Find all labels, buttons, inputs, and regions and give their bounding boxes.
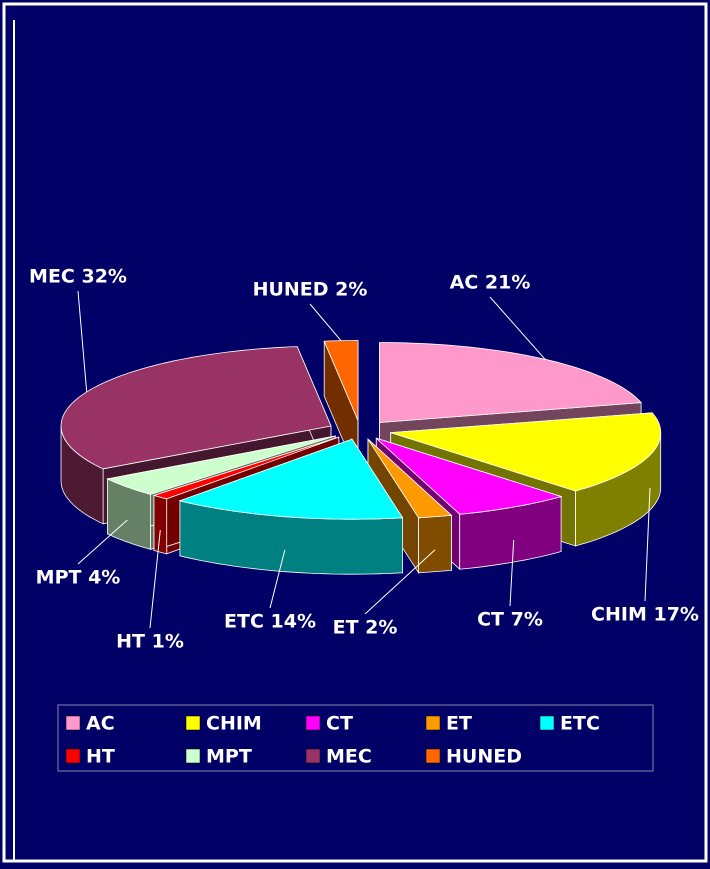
legend-swatch	[65, 715, 81, 731]
leader-line	[269, 549, 286, 609]
legend-label: MPT	[206, 746, 252, 768]
legend-label: ETC	[560, 713, 600, 735]
leader-line	[644, 487, 651, 602]
legend-label: MEC	[326, 746, 372, 768]
data-label: ET 2%	[333, 617, 398, 639]
slice	[376, 437, 563, 515]
slice	[367, 438, 453, 519]
legend-box	[57, 704, 654, 772]
legend-swatch	[185, 748, 201, 764]
slice	[390, 412, 662, 492]
legend-swatch	[539, 715, 555, 731]
legend-label: AC	[86, 713, 115, 735]
leader-line	[509, 539, 515, 607]
data-label: HUNED 2%	[253, 279, 368, 301]
data-label: AC 21%	[450, 272, 531, 294]
data-label: HT 1%	[116, 631, 184, 653]
slice	[106, 435, 336, 495]
leader-line	[364, 549, 436, 615]
legend-swatch	[185, 715, 201, 731]
legend-label: ET	[446, 713, 472, 735]
slice	[178, 438, 404, 520]
legend-swatch	[425, 715, 441, 731]
legend-swatch	[425, 748, 441, 764]
legend-label: CT	[326, 713, 353, 735]
legend-swatch	[305, 715, 321, 731]
slice-wall	[418, 514, 452, 574]
leader-line	[77, 519, 128, 565]
legend-label: HT	[86, 746, 115, 768]
leader-line	[489, 296, 546, 360]
leader-line	[309, 303, 342, 342]
legend-label: HUNED	[446, 746, 522, 768]
slice	[323, 340, 359, 421]
data-label: ETC 14%	[224, 611, 316, 633]
data-label: MPT 4%	[36, 567, 121, 589]
legend-label: CHIM	[206, 713, 262, 735]
data-label: CT 7%	[477, 609, 543, 631]
data-label: MEC 32%	[29, 266, 127, 288]
leader-line	[77, 290, 88, 392]
slice	[152, 436, 339, 500]
slice-wall	[153, 494, 168, 555]
legend-swatch	[65, 748, 81, 764]
data-label: CHIM 17%	[591, 604, 699, 626]
leader-line	[149, 530, 161, 629]
legend-swatch	[305, 748, 321, 764]
